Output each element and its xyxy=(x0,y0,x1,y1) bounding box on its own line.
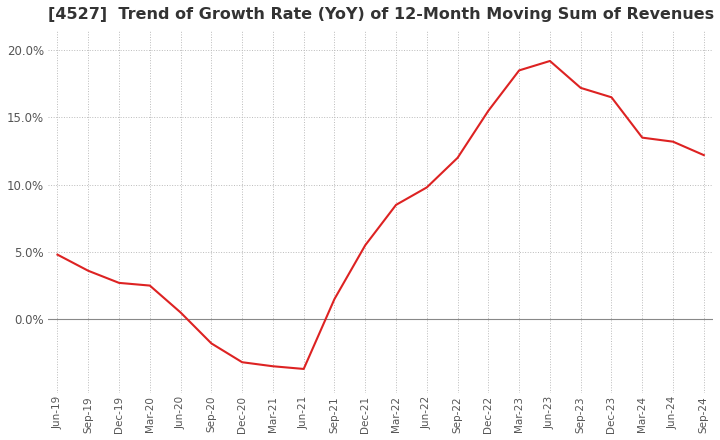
Title: [4527]  Trend of Growth Rate (YoY) of 12-Month Moving Sum of Revenues: [4527] Trend of Growth Rate (YoY) of 12-… xyxy=(48,7,714,22)
